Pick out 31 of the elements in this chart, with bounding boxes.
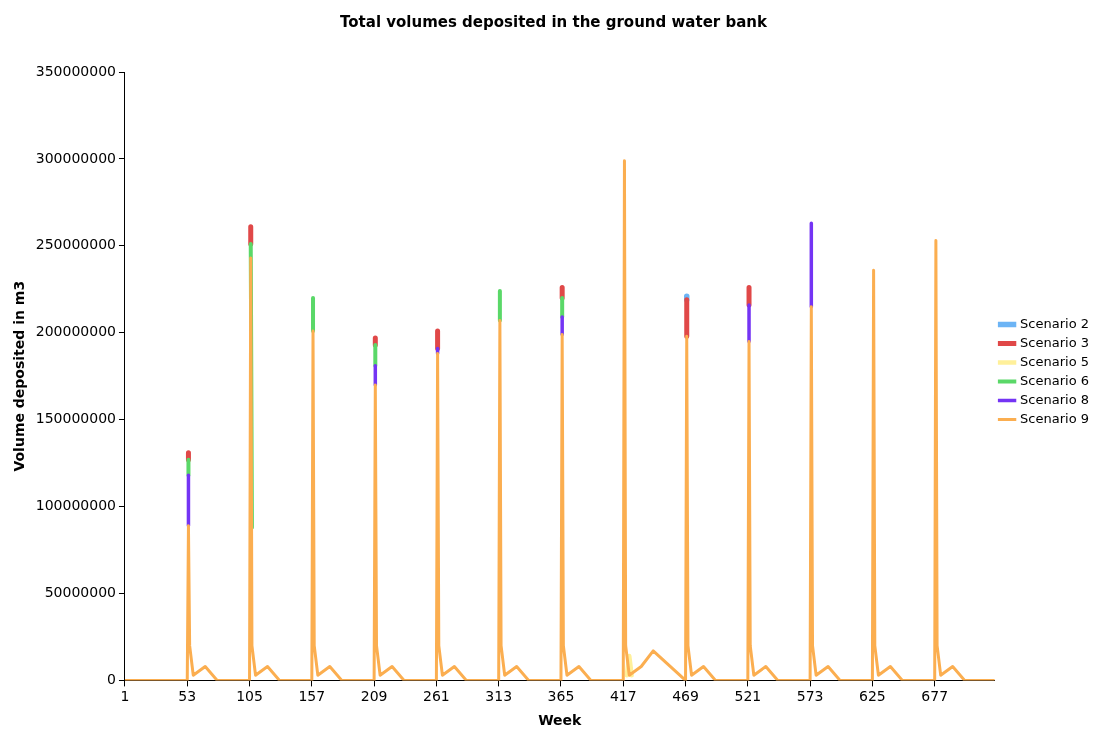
y-tick-label: 0: [107, 671, 116, 688]
legend-label: Scenario 5: [1020, 353, 1090, 369]
legend-label: Scenario 6: [1020, 372, 1090, 388]
x-tick-label: 417: [609, 688, 637, 705]
x-tick-label: 157: [298, 688, 326, 705]
y-tick-label: 250000000: [35, 236, 116, 253]
x-tick-label: 573: [796, 688, 824, 705]
chart-title: Total volumes deposited in the ground water bank: [340, 12, 768, 31]
x-tick-label: 261: [423, 688, 450, 705]
legend-label: Scenario 8: [1020, 391, 1090, 407]
y-axis-title: Volume deposited in m3: [11, 280, 28, 472]
x-axis-title: Week: [538, 712, 583, 729]
legend-label: Scenario 3: [1020, 334, 1090, 350]
x-tick-label: 365: [547, 688, 575, 705]
x-tick-label: 625: [859, 688, 886, 705]
x-tick-label: 105: [236, 688, 263, 705]
y-tick-label: 200000000: [35, 323, 116, 340]
y-tick-label: 150000000: [35, 410, 116, 427]
x-tick-label: 313: [485, 688, 513, 705]
y-tick-label: 350000000: [35, 62, 116, 79]
y-tick-label: 50000000: [44, 584, 116, 601]
x-tick-label: 677: [921, 688, 949, 705]
x-tick-label: 53: [178, 688, 197, 705]
x-tick-label: 209: [360, 688, 388, 705]
x-tick-label: 1: [120, 688, 130, 705]
legend-label: Scenario 2: [1020, 315, 1090, 331]
x-tick-label: 469: [672, 688, 699, 705]
y-tick-label: 100000000: [35, 497, 116, 514]
legend-label: Scenario 9: [1020, 410, 1090, 426]
x-tick-label: 521: [734, 688, 762, 705]
y-tick-label: 300000000: [35, 149, 116, 166]
